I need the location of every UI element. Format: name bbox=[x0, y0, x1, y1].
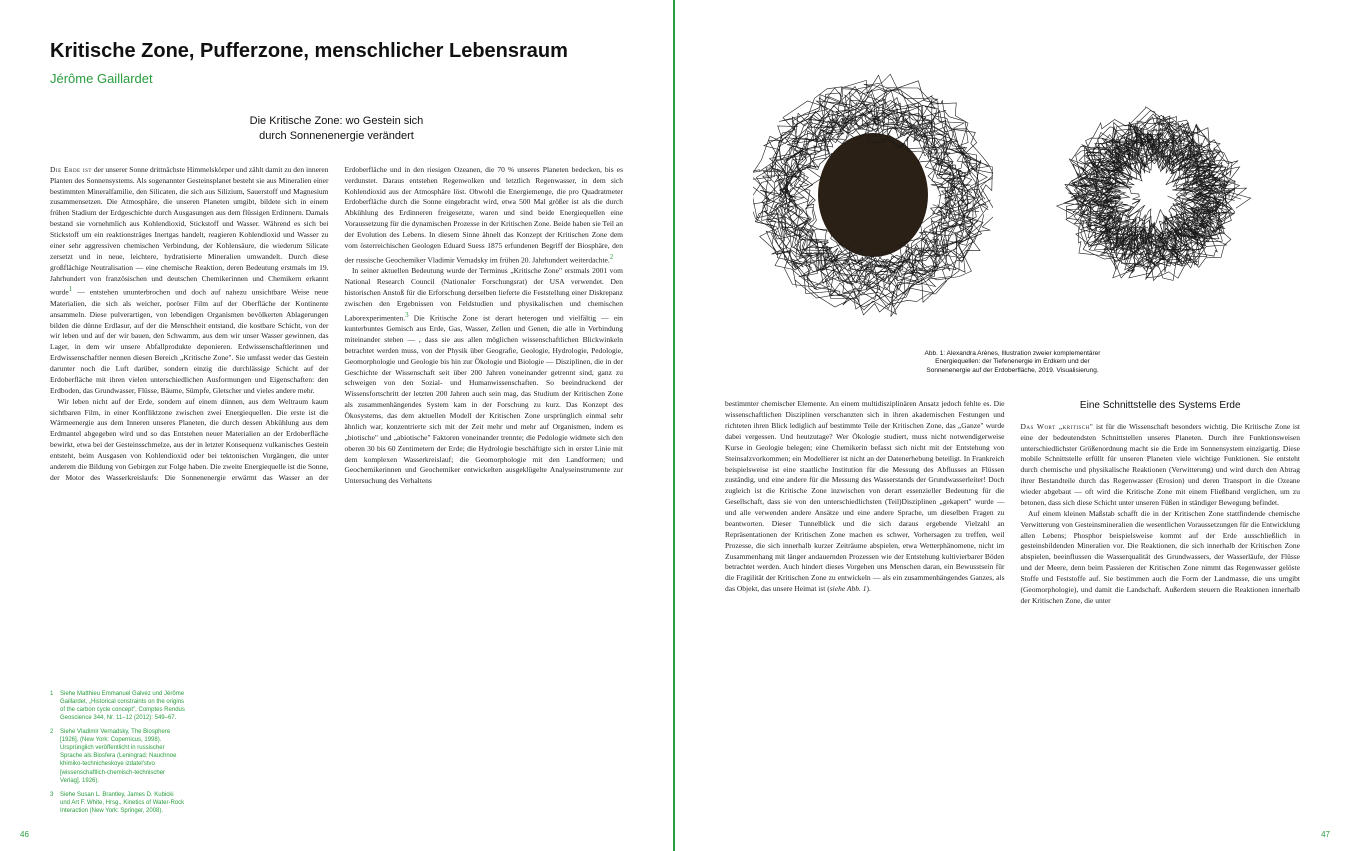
body-text-columns: Die Erde ist der unserer Sonne drittnäch… bbox=[50, 165, 623, 487]
footnote: 1Siehe Matthieu Emmanuel Galvez und Jérô… bbox=[50, 690, 185, 722]
body-text-wrap: Die Erde ist der unserer Sonne drittnäch… bbox=[50, 165, 623, 487]
subtitle-line1: Die Kritische Zone: wo Gestein sich bbox=[165, 114, 509, 129]
article-author: Jérôme Gaillardet bbox=[50, 71, 623, 86]
caption-line3: Sonnenenergie auf der Erdoberfläche, 201… bbox=[926, 367, 1098, 374]
caption-line2: Energiequellen: der Tiefenenergie im Erd… bbox=[935, 358, 1090, 365]
figure-caption: Abb. 1: Alexandra Arènes, Illustration z… bbox=[854, 350, 1170, 375]
subtitle: Die Kritische Zone: wo Gestein sich durc… bbox=[165, 114, 509, 145]
caption-line1: Abb. 1: Alexandra Arènes, Illustration z… bbox=[925, 350, 1101, 357]
subtitle-line2: durch Sonnenenergie verändert bbox=[165, 129, 509, 144]
footnote: 2Siehe Vladimir Vernadsky, The Biosphere… bbox=[50, 728, 185, 785]
illustration-right-scribble bbox=[1033, 60, 1273, 320]
page-right: Abb. 1: Alexandra Arènes, Illustration z… bbox=[675, 0, 1350, 851]
footnotes: 1Siehe Matthieu Emmanuel Galvez und Jérô… bbox=[50, 690, 185, 821]
page-left: Kritische Zone, Pufferzone, menschlicher… bbox=[0, 0, 675, 851]
book-spread: Kritische Zone, Pufferzone, menschlicher… bbox=[0, 0, 1350, 851]
footnote: 3Siehe Susan L. Brantley, James D. Kubic… bbox=[50, 791, 185, 815]
figure-illustration bbox=[725, 40, 1300, 340]
page-number-left: 46 bbox=[20, 830, 29, 839]
article-title: Kritische Zone, Pufferzone, menschlicher… bbox=[50, 40, 623, 63]
illustration-left-scribble bbox=[753, 60, 993, 320]
body-text-columns-right: bestimmter chemischer Elemente. An einem… bbox=[725, 399, 1300, 606]
page-number-right: 47 bbox=[1321, 830, 1330, 839]
section-heading: Eine Schnittstelle des Systems Erde bbox=[1021, 399, 1301, 414]
